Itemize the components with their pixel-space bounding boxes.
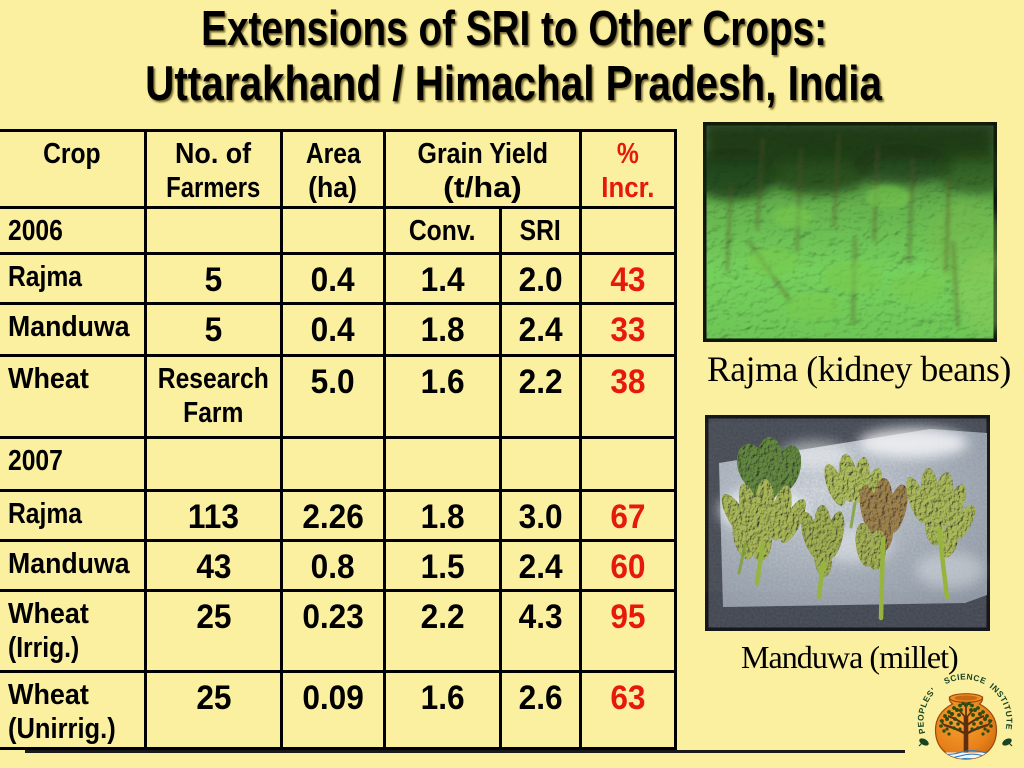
svg-text:SCIENCE: SCIENCE: [942, 672, 988, 686]
svg-text:PEOPLES’: PEOPLES’: [915, 685, 938, 735]
